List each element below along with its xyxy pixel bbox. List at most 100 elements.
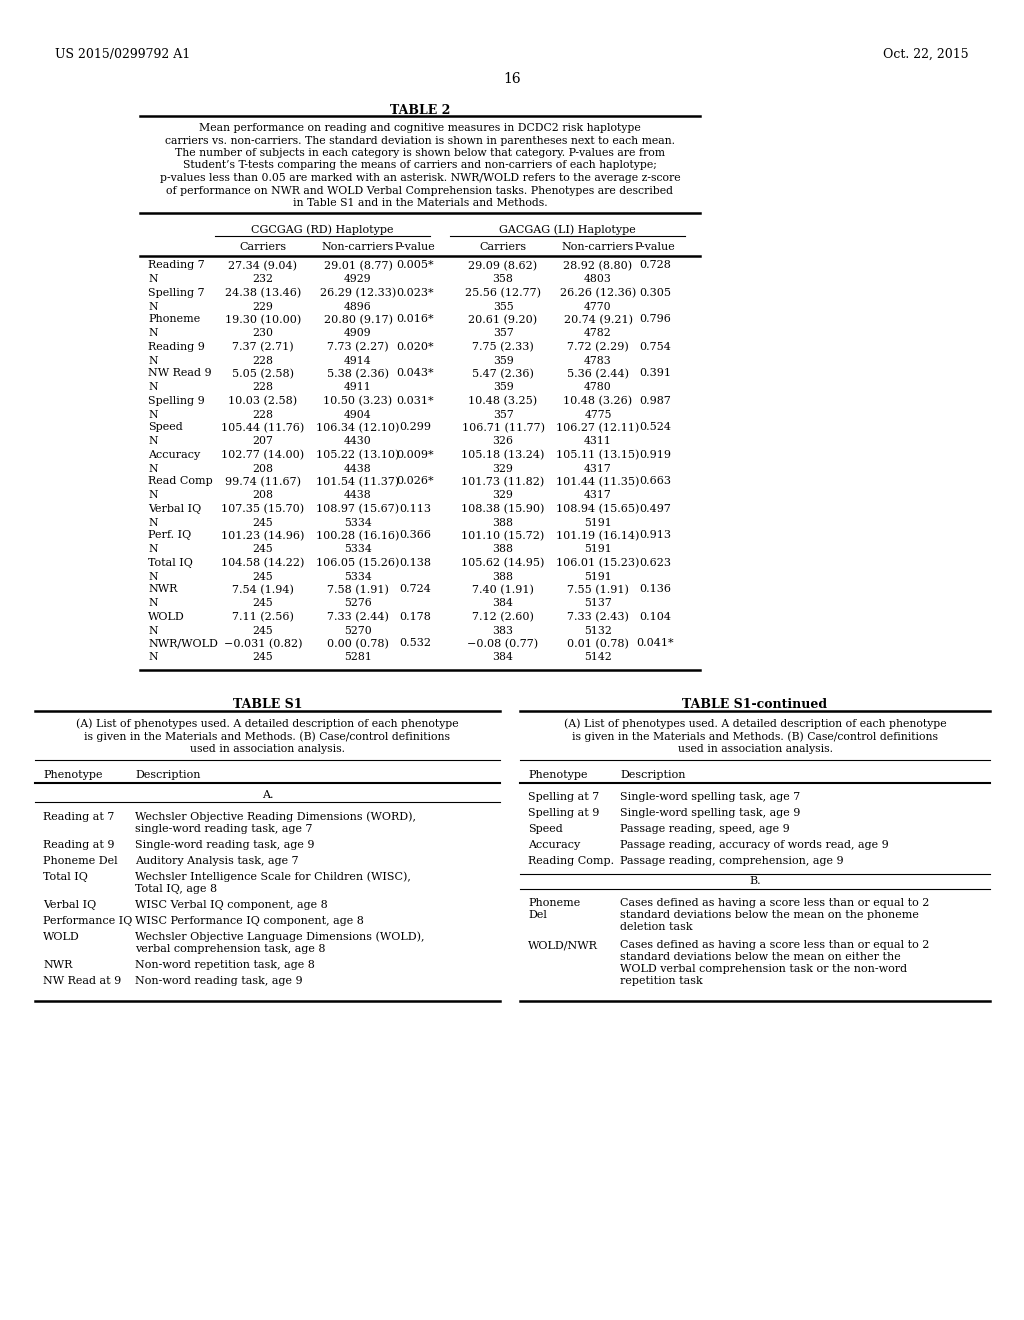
Text: 230: 230 [253, 329, 273, 338]
Text: 20.80 (9.17): 20.80 (9.17) [324, 314, 392, 325]
Text: used in association analysis.: used in association analysis. [190, 744, 345, 755]
Text: 5334: 5334 [344, 517, 372, 528]
Text: Wechsler Objective Language Dimensions (WOLD),: Wechsler Objective Language Dimensions (… [135, 932, 425, 942]
Text: Accuracy: Accuracy [148, 450, 201, 459]
Text: 105.62 (14.95): 105.62 (14.95) [462, 557, 545, 568]
Text: N: N [148, 626, 158, 635]
Text: Spelling 7: Spelling 7 [148, 288, 205, 297]
Text: of performance on NWR and WOLD Verbal Comprehension tasks. Phenotypes are descri: of performance on NWR and WOLD Verbal Co… [167, 186, 674, 195]
Text: N: N [148, 491, 158, 500]
Text: The number of subjects in each category is shown below that category. P-values a: The number of subjects in each category … [175, 148, 665, 158]
Text: 0.136: 0.136 [639, 585, 671, 594]
Text: 5334: 5334 [344, 544, 372, 554]
Text: NW Read at 9: NW Read at 9 [43, 975, 121, 986]
Text: 4896: 4896 [344, 301, 372, 312]
Text: 101.73 (11.82): 101.73 (11.82) [462, 477, 545, 487]
Text: Non-word reading task, age 9: Non-word reading task, age 9 [135, 975, 303, 986]
Text: 245: 245 [253, 572, 273, 582]
Text: 4775: 4775 [585, 409, 611, 420]
Text: 0.663: 0.663 [639, 477, 671, 487]
Text: 0.524: 0.524 [639, 422, 671, 433]
Text: 101.54 (11.37): 101.54 (11.37) [316, 477, 399, 487]
Text: B.: B. [750, 876, 761, 887]
Text: Phenotype: Phenotype [528, 770, 588, 780]
Text: 0.497: 0.497 [639, 503, 671, 513]
Text: 7.54 (1.94): 7.54 (1.94) [232, 585, 294, 595]
Text: A.: A. [262, 791, 273, 800]
Text: 0.138: 0.138 [399, 557, 431, 568]
Text: Student’s T-tests comparing the means of carriers and non-carriers of each haplo: Student’s T-tests comparing the means of… [183, 161, 657, 170]
Text: 0.104: 0.104 [639, 611, 671, 622]
Text: 4783: 4783 [584, 355, 612, 366]
Text: 7.12 (2.60): 7.12 (2.60) [472, 611, 534, 622]
Text: Reading 7: Reading 7 [148, 260, 205, 271]
Text: WOLD: WOLD [43, 932, 80, 941]
Text: 245: 245 [253, 626, 273, 635]
Text: 5191: 5191 [584, 572, 612, 582]
Text: Carriers: Carriers [240, 243, 287, 252]
Text: CGCGAG (RD) Haplotype: CGCGAG (RD) Haplotype [251, 224, 394, 235]
Text: NW Read 9: NW Read 9 [148, 368, 212, 379]
Text: (A) List of phenotypes used. A detailed description of each phenotype: (A) List of phenotypes used. A detailed … [563, 718, 946, 729]
Text: TABLE S1-continued: TABLE S1-continued [682, 697, 827, 710]
Text: 388: 388 [493, 544, 513, 554]
Text: Speed: Speed [528, 825, 563, 834]
Text: 105.11 (13.15): 105.11 (13.15) [556, 450, 640, 459]
Text: N: N [148, 329, 158, 338]
Text: 4430: 4430 [344, 437, 372, 446]
Text: 26.26 (12.36): 26.26 (12.36) [560, 288, 636, 298]
Text: 25.56 (12.77): 25.56 (12.77) [465, 288, 541, 298]
Text: 207: 207 [253, 437, 273, 446]
Text: 5191: 5191 [584, 517, 612, 528]
Text: N: N [148, 463, 158, 474]
Text: NWR: NWR [148, 585, 177, 594]
Text: 106.05 (15.26): 106.05 (15.26) [316, 557, 399, 568]
Text: Description: Description [620, 770, 685, 780]
Text: Total IQ, age 8: Total IQ, age 8 [135, 883, 217, 894]
Text: 7.58 (1.91): 7.58 (1.91) [327, 585, 389, 595]
Text: Accuracy: Accuracy [528, 841, 581, 850]
Text: Cases defined as having a score less than or equal to 2: Cases defined as having a score less tha… [620, 940, 930, 950]
Text: deletion task: deletion task [620, 923, 692, 932]
Text: 0.016*: 0.016* [396, 314, 434, 325]
Text: 0.009*: 0.009* [396, 450, 434, 459]
Text: 388: 388 [493, 517, 513, 528]
Text: 0.623: 0.623 [639, 557, 671, 568]
Text: in Table S1 and in the Materials and Methods.: in Table S1 and in the Materials and Met… [293, 198, 547, 209]
Text: 0.00 (0.78): 0.00 (0.78) [327, 639, 389, 649]
Text: WOLD verbal comprehension task or the non-word: WOLD verbal comprehension task or the no… [620, 965, 907, 974]
Text: 4438: 4438 [344, 463, 372, 474]
Text: N: N [148, 409, 158, 420]
Text: 0.041*: 0.041* [636, 639, 674, 648]
Text: Reading 9: Reading 9 [148, 342, 205, 351]
Text: 0.919: 0.919 [639, 450, 671, 459]
Text: 388: 388 [493, 572, 513, 582]
Text: N: N [148, 544, 158, 554]
Text: 245: 245 [253, 652, 273, 663]
Text: 384: 384 [493, 598, 513, 609]
Text: Single-word spelling task, age 7: Single-word spelling task, age 7 [620, 792, 800, 803]
Text: 108.94 (15.65): 108.94 (15.65) [556, 503, 640, 513]
Text: 0.113: 0.113 [399, 503, 431, 513]
Text: WISC Performance IQ component, age 8: WISC Performance IQ component, age 8 [135, 916, 364, 925]
Text: Oct. 22, 2015: Oct. 22, 2015 [884, 48, 969, 61]
Text: 100.28 (16.16): 100.28 (16.16) [316, 531, 399, 541]
Text: verbal comprehension task, age 8: verbal comprehension task, age 8 [135, 944, 326, 953]
Text: 5191: 5191 [584, 544, 612, 554]
Text: 4438: 4438 [344, 491, 372, 500]
Text: 7.11 (2.56): 7.11 (2.56) [232, 611, 294, 622]
Text: Passage reading, speed, age 9: Passage reading, speed, age 9 [620, 825, 790, 834]
Text: 0.023*: 0.023* [396, 288, 434, 297]
Text: 108.97 (15.67): 108.97 (15.67) [316, 503, 399, 513]
Text: 99.74 (11.67): 99.74 (11.67) [225, 477, 301, 487]
Text: 101.23 (14.96): 101.23 (14.96) [221, 531, 305, 541]
Text: 5.36 (2.44): 5.36 (2.44) [567, 368, 629, 379]
Text: 358: 358 [493, 275, 513, 285]
Text: repetition task: repetition task [620, 977, 702, 986]
Text: 106.34 (12.10): 106.34 (12.10) [316, 422, 399, 433]
Text: 208: 208 [253, 491, 273, 500]
Text: 101.44 (11.35): 101.44 (11.35) [556, 477, 640, 487]
Text: Mean performance on reading and cognitive measures in DCDC2 risk haplotype: Mean performance on reading and cognitiv… [199, 123, 641, 133]
Text: Auditory Analysis task, age 7: Auditory Analysis task, age 7 [135, 855, 299, 866]
Text: 29.01 (8.77): 29.01 (8.77) [324, 260, 392, 271]
